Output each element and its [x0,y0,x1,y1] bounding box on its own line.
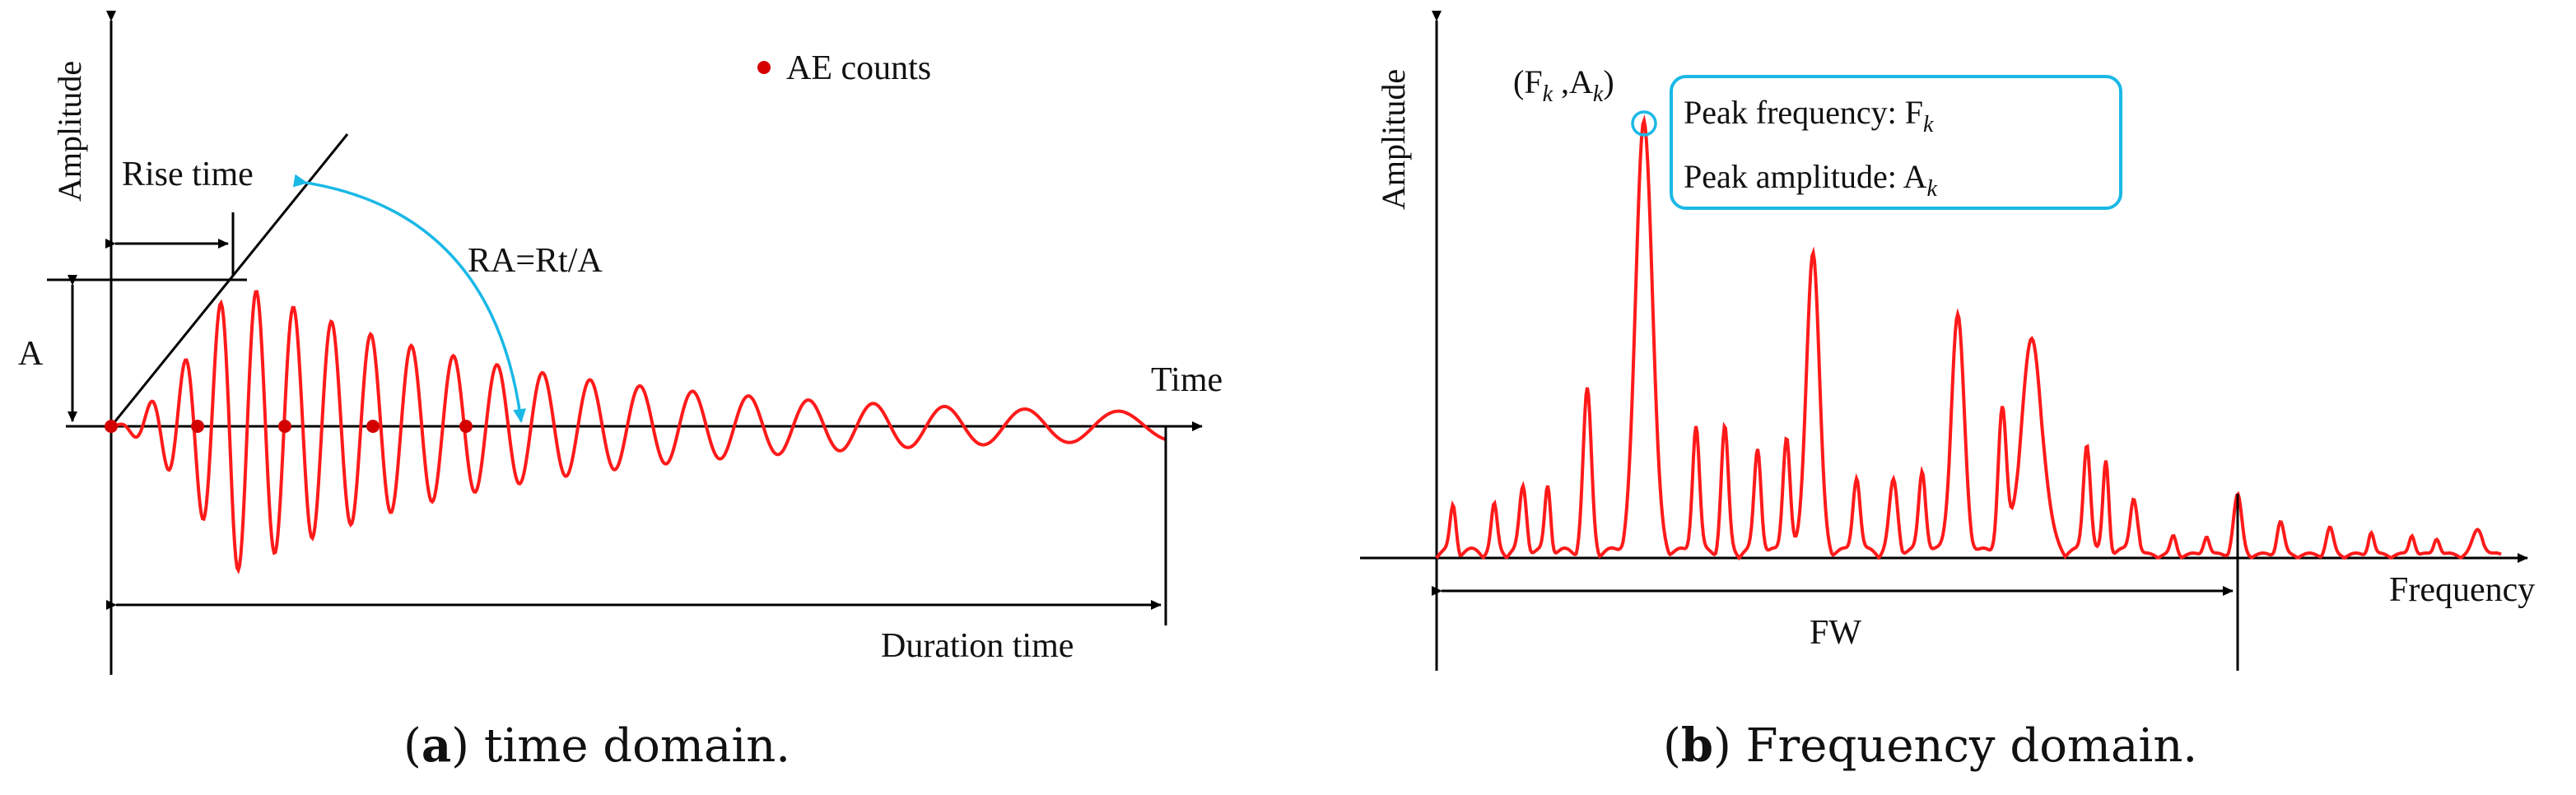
panel-b-ylabel: Amplitude [1375,69,1412,210]
count-dot-5 [459,420,473,433]
panel-b-spectrum [1435,114,2502,561]
peak-frequency-text: Peak frequency: Fk [1684,94,1934,137]
panel-a-legend-label: AE counts [786,49,931,87]
peak-callout-box [1670,75,2122,210]
panel-a-caption: (a) time domain. [403,718,790,773]
panel-b-caption: (b) Frequency domain. [1663,718,2197,773]
count-dot-1 [105,420,118,433]
panel-a-time-domain: Amplitude Time AE counts Rise time A RA=… [18,11,1223,773]
peak-marker [1631,110,1657,137]
peak-coordinate-label: (Fk ,Ak) [1513,63,1614,107]
panel-a-legend-dot [757,61,771,74]
count-dot-4 [366,420,380,433]
panel-b-xlabel: Frequency [2389,571,2535,609]
panel-a-count-dots [105,420,473,433]
peak-amplitude-text: Peak amplitude: Ak [1684,158,1938,202]
panel-a-waveform [110,290,1167,574]
amplitude-symbol: A [18,335,44,373]
rise-time-label: Rise time [122,156,254,193]
panel-a-ylabel: Amplitude [51,61,88,202]
ra-angle-arrow [292,174,526,423]
count-dot-2 [191,420,204,433]
panel-a-xlabel: Time [1151,361,1223,399]
ra-formula: RA=Rt/A [468,242,603,280]
panel-b-frequency-domain: Amplitude Frequency (Fk ,Ak) Peak freque… [1360,11,2535,773]
fw-label: FW [1810,614,1861,652]
count-dot-3 [278,420,291,433]
duration-label: Duration time [881,627,1074,665]
